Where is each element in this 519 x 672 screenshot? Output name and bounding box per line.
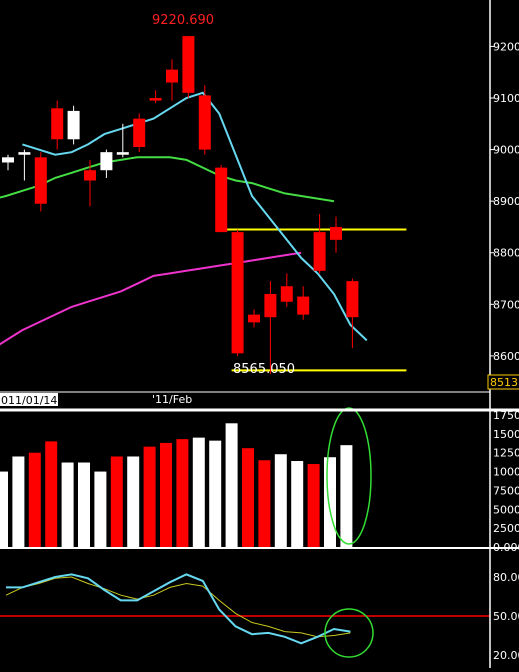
ma-mid-line — [0, 156, 335, 203]
candle-body — [2, 157, 14, 163]
price-channel — [225, 228, 407, 372]
volume-axis-label: 17500 — [493, 409, 519, 422]
volume-bar — [225, 423, 238, 547]
volume-bar — [176, 439, 189, 547]
volume-axis-label: 10000 — [493, 466, 519, 479]
volume-bar — [291, 461, 304, 547]
candle-body — [198, 95, 211, 150]
volume-bars[interactable] — [0, 407, 372, 547]
candle-body — [330, 226, 342, 240]
price-axis-label: 8600 — [493, 350, 519, 363]
volume-axis-label: 2500 — [493, 522, 519, 535]
candle-body — [67, 110, 80, 140]
oscillator-lines — [0, 573, 490, 658]
date-label-start: 011/01/14 — [1, 394, 57, 407]
price-axis-label: 8800 — [493, 247, 519, 260]
volume-bar — [78, 462, 90, 547]
candle-body — [34, 157, 47, 204]
volume-axis-label: 15000 — [493, 428, 519, 441]
candle-body — [51, 108, 64, 140]
candle-body — [346, 281, 359, 318]
chart-labels: 9220.690 8565.050 — [152, 13, 295, 377]
volume-bar — [45, 441, 58, 547]
volume-bar — [12, 456, 25, 547]
highlight-circle-volume — [326, 407, 372, 545]
ma-long-line — [0, 251, 302, 346]
volume-bar — [160, 442, 172, 547]
candle-body — [280, 286, 293, 302]
volume-bar — [192, 437, 205, 547]
high-price-label: 9220.690 — [152, 13, 214, 28]
last-price-box — [487, 374, 519, 390]
candle-body — [297, 296, 310, 315]
candle-body — [166, 69, 178, 83]
candle-body — [313, 232, 326, 271]
volume-bar — [209, 440, 222, 547]
last-price-label: 8513 — [490, 376, 518, 389]
candle-body — [149, 98, 162, 101]
candle-body — [116, 152, 129, 155]
volume-bar — [274, 454, 287, 547]
price-axis-label: 8700 — [493, 298, 519, 311]
volume-axis-label: 7500 — [493, 484, 519, 497]
oscillator-axis-label: 80.00 — [493, 571, 519, 584]
volume-bar — [28, 452, 41, 547]
candle-body — [182, 36, 195, 93]
oscillator-axis-label: 20.00 — [493, 649, 519, 662]
oscillator-d-line — [5, 576, 351, 638]
candle-body — [84, 170, 96, 181]
volume-bar — [110, 456, 123, 547]
date-label-feb: '11/Feb — [152, 393, 192, 406]
candle-body — [215, 167, 228, 233]
volume-bar — [258, 460, 271, 547]
volume-bar — [0, 471, 8, 547]
candle-body — [264, 294, 277, 318]
price-axis-label: 9200 — [493, 40, 519, 53]
price-axis-label: 9000 — [493, 144, 519, 157]
volume-bar — [61, 462, 74, 547]
candle-body — [100, 152, 113, 171]
volume-bar — [307, 464, 320, 547]
date-label-highlight — [0, 393, 58, 406]
ma-short-line — [22, 91, 368, 342]
candlesticks[interactable] — [2, 36, 359, 374]
volume-axis-label: 12500 — [493, 447, 519, 460]
highlight-circle-oscillator — [324, 608, 374, 658]
candle-body — [18, 152, 31, 155]
candle-body — [133, 118, 146, 147]
price-axis-label: 9100 — [493, 92, 519, 105]
oscillator-axis-label: 50.00 — [493, 610, 519, 623]
volume-bar — [324, 457, 336, 547]
volume-bar — [340, 445, 353, 547]
price-axis-label: 8900 — [493, 195, 519, 208]
volume-bar — [127, 456, 140, 547]
volume-axis-label: 5000 — [493, 503, 519, 516]
volume-bar — [242, 448, 254, 547]
candle-body — [248, 314, 260, 323]
candle-body — [231, 232, 244, 354]
moving-averages — [0, 91, 368, 346]
low-price-label: 8565.050 — [233, 362, 295, 377]
volume-bar — [94, 471, 107, 547]
oscillator-k-line — [6, 573, 351, 645]
volume-bar — [143, 446, 156, 547]
